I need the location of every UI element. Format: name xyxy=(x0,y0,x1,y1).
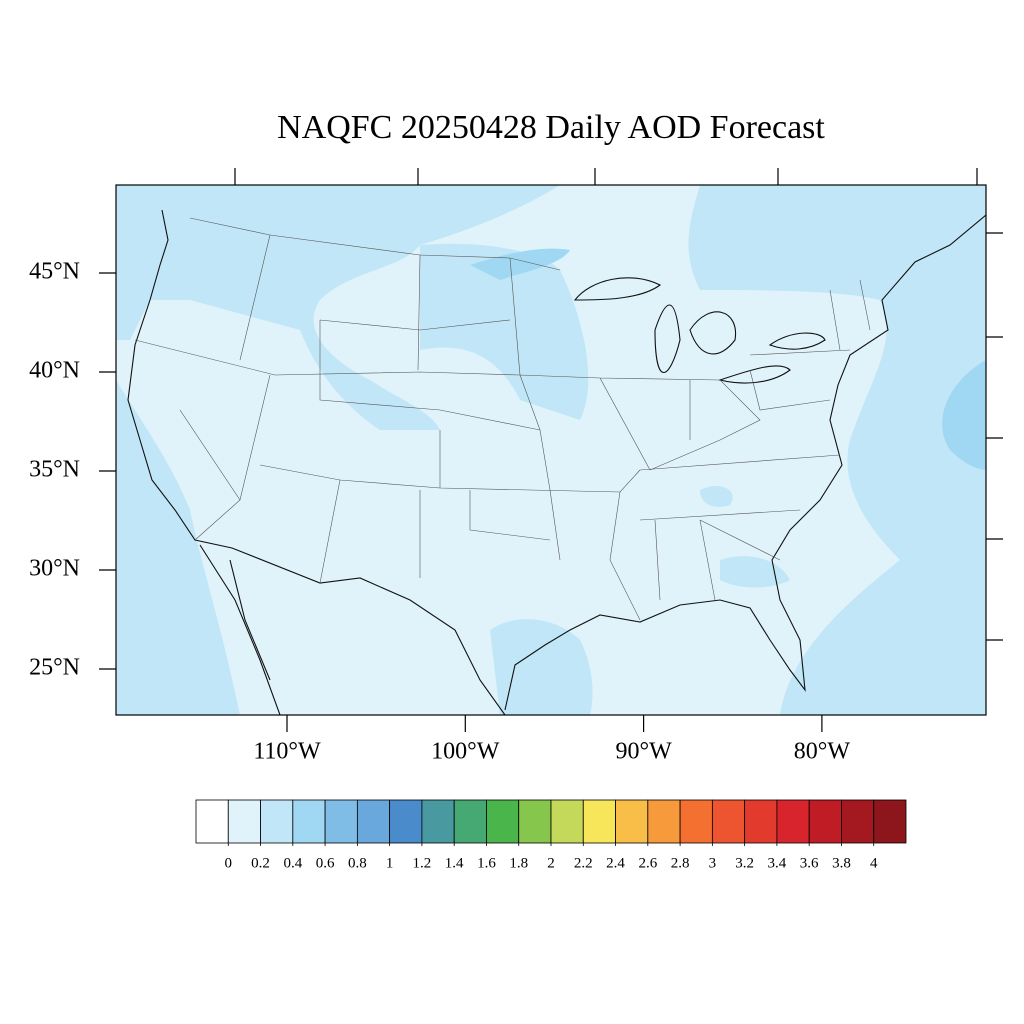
lat-tick-label: 25°N xyxy=(29,655,80,681)
colorbar-label: 3.8 xyxy=(832,855,851,871)
colorbar-label: 1.8 xyxy=(509,855,528,871)
lat-tick-label: 45°N xyxy=(29,259,80,285)
colorbar-box xyxy=(711,799,746,844)
colorbar-box xyxy=(389,799,423,844)
colorbar-box xyxy=(550,799,584,844)
colorbar-box xyxy=(518,799,552,844)
lon-tick-label: 100°W xyxy=(431,739,500,765)
colorbar-box xyxy=(227,799,261,844)
colorbar-label: 0 xyxy=(225,855,233,871)
colorbar-label: 1.6 xyxy=(477,855,496,871)
projection-ticks xyxy=(234,168,1003,641)
lat-tick-label: 30°N xyxy=(29,556,80,582)
colorbar-box xyxy=(356,799,391,844)
colorbar-box xyxy=(647,799,681,844)
colorbar-label: 2 xyxy=(547,855,555,871)
map-title: NAQFC 20250428 Daily AOD Forecast xyxy=(277,109,825,146)
colorbar-box xyxy=(486,799,520,844)
colorbar-label: 0.2 xyxy=(251,855,270,871)
colorbar-box xyxy=(808,799,842,844)
colorbar-box xyxy=(841,799,875,844)
colorbar-box xyxy=(292,799,326,844)
map-frame xyxy=(115,184,987,716)
colorbar-label: 3 xyxy=(709,855,717,871)
colorbar-box xyxy=(679,799,713,844)
colorbar-box xyxy=(744,799,778,844)
lon-tick-label: 110°W xyxy=(253,739,321,765)
lat-tick-label: 35°N xyxy=(29,457,80,483)
colorbar-label: 3.4 xyxy=(768,855,787,871)
colorbar-box xyxy=(776,799,810,844)
colorbar-label: 1.2 xyxy=(413,855,432,871)
map-area xyxy=(116,185,986,715)
lon-tick-label: 80°W xyxy=(794,739,851,765)
colorbar-box xyxy=(453,799,487,844)
colorbar-label: 1.4 xyxy=(445,855,464,871)
colorbar-box xyxy=(615,799,649,844)
colorbar-label: 4 xyxy=(870,855,878,871)
colorbar-box xyxy=(873,799,907,844)
lon-tick-label: 90°W xyxy=(615,739,672,765)
colorbar-box xyxy=(260,799,294,844)
colorbar-box xyxy=(324,799,358,844)
colorbar-label: 0.6 xyxy=(316,855,335,871)
colorbar-box xyxy=(421,799,455,844)
colorbar-label: 2.4 xyxy=(606,855,625,871)
colorbar-label: 1 xyxy=(386,855,394,871)
colorbar-label: 2.8 xyxy=(671,855,690,871)
colorbar-label: 2.2 xyxy=(574,855,593,871)
colorbar-label: 2.6 xyxy=(638,855,657,871)
colorbar-label: 0.4 xyxy=(283,855,302,871)
colorbar-box xyxy=(582,799,616,844)
colorbar-label: 3.6 xyxy=(800,855,819,871)
lat-tick-label: 40°N xyxy=(29,358,80,384)
colorbar-label: 0.8 xyxy=(348,855,367,871)
colorbar-box xyxy=(195,799,229,844)
colorbar-label: 3.2 xyxy=(735,855,754,871)
